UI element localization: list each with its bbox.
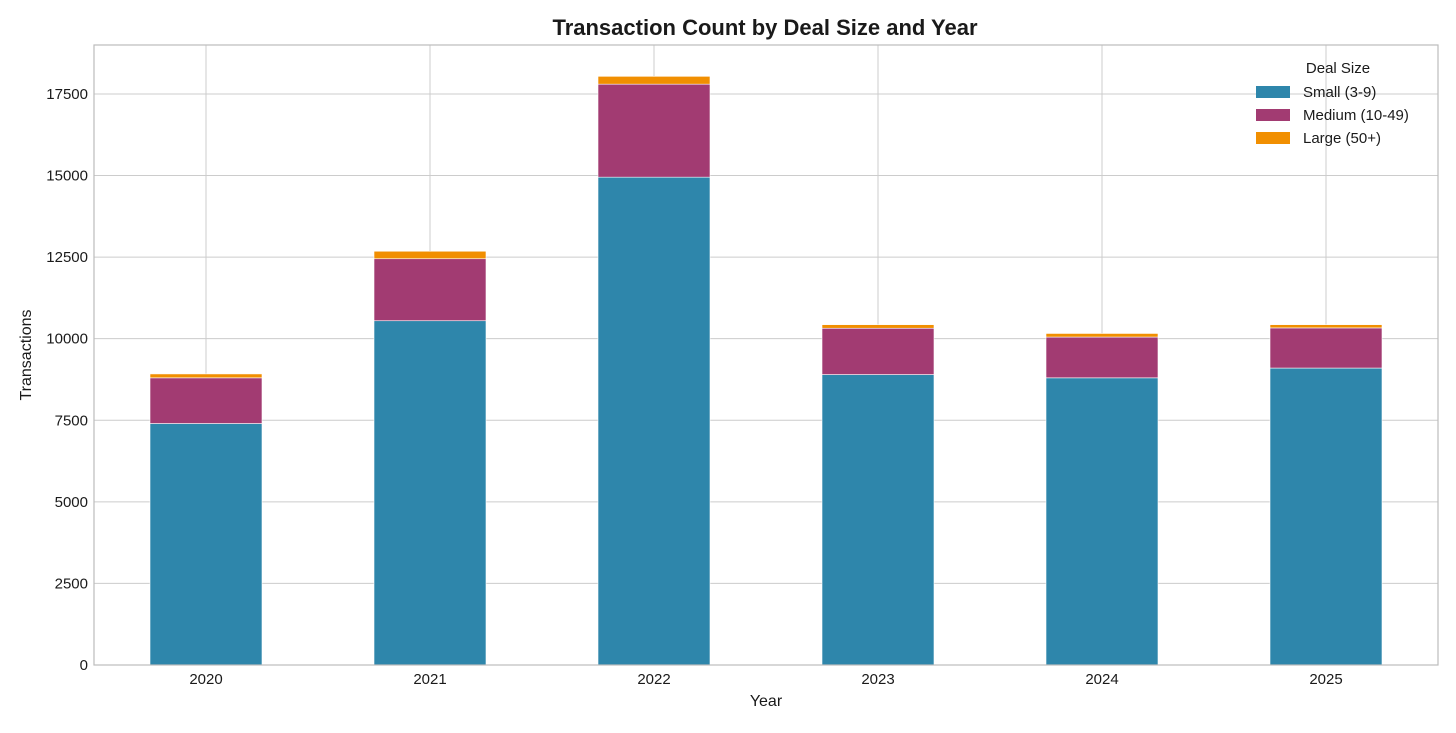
y-tick-label: 0 xyxy=(80,657,88,674)
legend-label: Large (50+) xyxy=(1303,130,1381,147)
bar-segment: Large (50+) 2020: 120 xyxy=(149,373,263,379)
legend: Deal Size Small (3-9) Medium (10-49) Large… xyxy=(1256,60,1409,147)
bars-layer: Small (3-9) 2020: 7400Medium (10-49) 202… xyxy=(149,76,1383,666)
legend-swatch xyxy=(1256,132,1290,144)
bar-segment: Medium (10-49) 2021: 1900 xyxy=(373,258,487,322)
legend-label: Small (3-9) xyxy=(1303,84,1376,101)
chart-title: Transaction Count by Deal Size and Year xyxy=(552,15,977,40)
ticks-layer: 0 2500 5000 7500 10000 12500 15000 17500 2020 202… xyxy=(46,86,1342,688)
bar-segment: Small (3-9) 2021: 10550 xyxy=(373,320,487,666)
x-tick-label: 2020 xyxy=(189,671,222,688)
x-axis-label: Year xyxy=(750,693,783,710)
bar-segment: Medium (10-49) 2022: 2850 xyxy=(597,83,711,178)
y-tick-label: 7500 xyxy=(55,412,88,429)
bar-segment: Medium (10-49) 2025: 1230 xyxy=(1269,327,1383,369)
bar-segment: Large (50+) 2025: 100 xyxy=(1269,324,1383,329)
plot-frame xyxy=(93,44,1439,666)
y-tick-label: 15000 xyxy=(46,168,88,185)
bar-segment: Large (50+) 2021: 230 xyxy=(373,250,487,260)
grid-layer xyxy=(94,45,1438,666)
legend-items: Small (3-9) Medium (10-49) Large (50+) xyxy=(1256,84,1409,147)
bar-segment: Medium (10-49) 2020: 1400 xyxy=(149,377,263,424)
x-tick-label: 2024 xyxy=(1085,671,1118,688)
bar-segment: Medium (10-49) 2023: 1420 xyxy=(821,327,935,375)
bar-segment: Large (50+) 2024: 110 xyxy=(1045,333,1159,338)
bar-segment: Large (50+) 2023: 110 xyxy=(821,324,935,329)
legend-swatch xyxy=(1256,86,1290,98)
x-tick-label: 2023 xyxy=(861,671,894,688)
legend-label: Medium (10-49) xyxy=(1303,107,1409,124)
legend-title: Deal Size xyxy=(1306,60,1370,77)
legend-swatch xyxy=(1256,109,1290,121)
bar-segment: Small (3-9) 2020: 7400 xyxy=(149,423,263,666)
y-tick-label: 17500 xyxy=(46,86,88,103)
bar-segment: Medium (10-49) 2024: 1250 xyxy=(1045,336,1159,379)
bar-segment: Small (3-9) 2025: 9100 xyxy=(1269,367,1383,666)
y-tick-label: 10000 xyxy=(46,331,88,348)
bar-segment: Small (3-9) 2023: 8900 xyxy=(821,374,935,666)
bar-segment: Small (3-9) 2022: 14950 xyxy=(597,176,711,666)
x-tick-label: 2021 xyxy=(413,671,446,688)
bar-segment: Large (50+) 2022: 240 xyxy=(597,76,711,85)
y-axis-label: Transactions xyxy=(18,310,35,401)
y-tick-label: 2500 xyxy=(55,575,88,592)
x-tick-label: 2022 xyxy=(637,671,670,688)
bar-segment: Small (3-9) 2024: 8800 xyxy=(1045,377,1159,666)
y-tick-label: 5000 xyxy=(55,494,88,511)
x-tick-label: 2025 xyxy=(1309,671,1342,688)
y-tick-label: 12500 xyxy=(46,249,88,266)
